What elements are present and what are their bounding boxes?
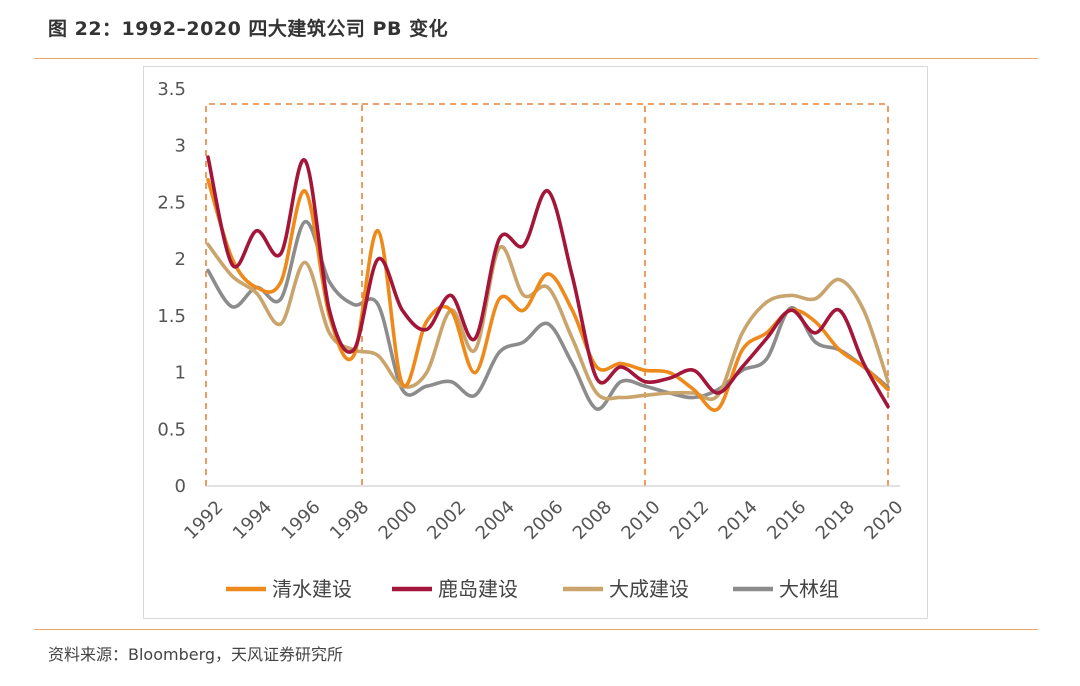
highlight-frame	[205, 103, 363, 486]
x-tick-label: 2002	[423, 497, 470, 544]
series-line	[206, 242, 890, 402]
x-tick-label: 2004	[472, 497, 519, 544]
highlight-frame	[644, 103, 889, 486]
legend-label: 大林组	[779, 577, 839, 601]
x-tick-label: 2010	[617, 497, 664, 544]
x-tick-label: 2000	[375, 497, 422, 544]
x-tick-label: 1998	[326, 497, 373, 544]
x-tick-label: 1996	[277, 497, 324, 544]
chart-frame	[143, 66, 928, 619]
y-tick-label: 3.5	[157, 79, 186, 100]
y-tick-label: 0	[175, 476, 186, 497]
series-line	[206, 155, 890, 409]
highlight-frames	[205, 103, 889, 486]
x-tick-label: 2012	[666, 497, 713, 544]
chart-series	[206, 155, 890, 412]
y-tick-label: 0.5	[157, 419, 186, 440]
x-tick-label: 2016	[763, 497, 810, 544]
x-tick-label: 2006	[520, 497, 567, 544]
y-tick-label: 2	[175, 249, 186, 270]
source-note: 资料来源：Bloomberg，天风证券研究所	[48, 645, 344, 664]
chart-legend: 清水建设 鹿岛建设 大成建设 大林组	[226, 577, 839, 601]
x-tick-label: 2020	[860, 497, 907, 544]
legend-label: 鹿岛建设	[438, 577, 518, 601]
x-tick-label: 2018	[812, 497, 859, 544]
y-tick-label: 1	[175, 363, 186, 384]
series-line	[206, 177, 890, 412]
top-divider	[34, 58, 1038, 59]
series-line	[206, 219, 890, 411]
figure-title: 图 22：1992–2020 四大建筑公司 PB 变化	[48, 18, 449, 40]
x-tick-label: 1994	[229, 497, 276, 544]
legend-label: 清水建设	[272, 577, 352, 601]
y-tick-label: 3	[175, 136, 186, 157]
x-tick-label: 2008	[569, 497, 616, 544]
x-tick-label: 2014	[715, 497, 762, 544]
legend-label: 大成建设	[609, 577, 689, 601]
y-tick-label: 2.5	[157, 192, 186, 213]
y-tick-label: 1.5	[157, 306, 186, 327]
bottom-divider	[34, 629, 1038, 630]
x-tick-label: 1992	[180, 497, 227, 544]
